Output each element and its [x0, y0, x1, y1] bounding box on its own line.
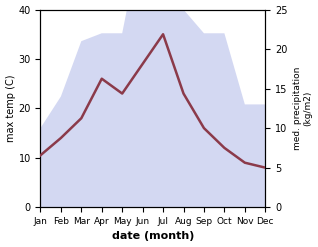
- Y-axis label: max temp (C): max temp (C): [5, 75, 16, 142]
- Y-axis label: med. precipitation
(kg/m2): med. precipitation (kg/m2): [293, 67, 313, 150]
- X-axis label: date (month): date (month): [112, 231, 194, 242]
